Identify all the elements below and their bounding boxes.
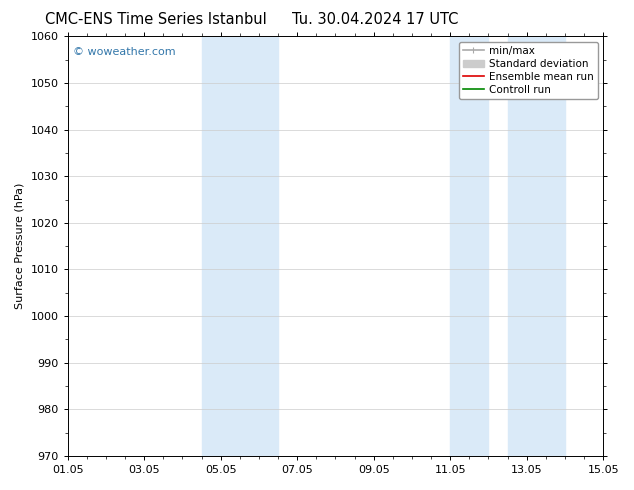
Bar [202,36,278,456]
Y-axis label: Surface Pressure (hPa): Surface Pressure (hPa) [15,183,25,309]
Text: Tu. 30.04.2024 17 UTC: Tu. 30.04.2024 17 UTC [292,12,458,27]
Bar [450,36,488,456]
Legend: min/max, Standard deviation, Ensemble mean run, Controll run: min/max, Standard deviation, Ensemble me… [459,42,598,99]
Text: CMC-ENS Time Series Istanbul: CMC-ENS Time Series Istanbul [44,12,266,27]
Text: © woweather.com: © woweather.com [73,47,176,57]
Bar [508,36,565,456]
